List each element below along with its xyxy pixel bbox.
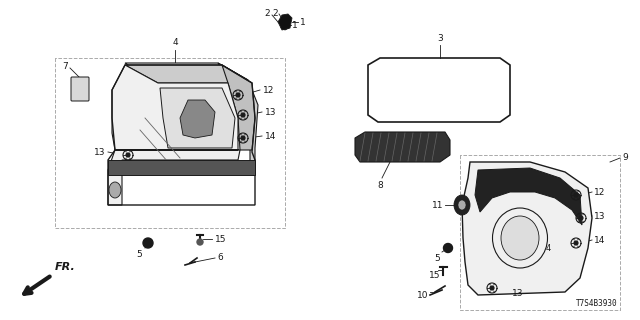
Text: 6: 6 bbox=[217, 252, 223, 261]
Text: 13: 13 bbox=[93, 148, 105, 156]
Polygon shape bbox=[180, 100, 215, 138]
Ellipse shape bbox=[454, 195, 470, 215]
Polygon shape bbox=[125, 65, 252, 83]
Circle shape bbox=[579, 216, 583, 220]
Text: 9: 9 bbox=[622, 153, 628, 162]
Text: 14: 14 bbox=[265, 132, 276, 140]
Text: FR.: FR. bbox=[55, 262, 76, 272]
Text: 10: 10 bbox=[417, 291, 428, 300]
Circle shape bbox=[574, 241, 578, 245]
Circle shape bbox=[241, 113, 245, 117]
Circle shape bbox=[143, 238, 153, 248]
Text: 15: 15 bbox=[215, 235, 227, 244]
Text: 15: 15 bbox=[429, 270, 440, 279]
Circle shape bbox=[490, 286, 494, 290]
Ellipse shape bbox=[493, 208, 547, 268]
Text: 13: 13 bbox=[265, 108, 276, 116]
Text: T7S4B3930: T7S4B3930 bbox=[577, 299, 618, 308]
Ellipse shape bbox=[458, 200, 466, 210]
Ellipse shape bbox=[501, 216, 539, 260]
Circle shape bbox=[236, 93, 240, 97]
FancyBboxPatch shape bbox=[71, 77, 89, 101]
Text: 13: 13 bbox=[512, 289, 524, 298]
Text: 4: 4 bbox=[172, 38, 178, 47]
Circle shape bbox=[197, 239, 203, 245]
Text: 7: 7 bbox=[62, 61, 68, 70]
Circle shape bbox=[444, 244, 452, 252]
Text: 2: 2 bbox=[273, 9, 278, 18]
Circle shape bbox=[126, 153, 130, 157]
Text: 4: 4 bbox=[545, 244, 550, 252]
Text: 1: 1 bbox=[300, 18, 306, 27]
Ellipse shape bbox=[109, 182, 121, 198]
Text: 12: 12 bbox=[594, 188, 605, 196]
Text: 2: 2 bbox=[264, 9, 270, 18]
Polygon shape bbox=[222, 65, 255, 150]
Polygon shape bbox=[218, 63, 258, 163]
Polygon shape bbox=[355, 132, 450, 162]
Text: 3: 3 bbox=[437, 34, 443, 43]
Polygon shape bbox=[108, 65, 240, 205]
Text: 5: 5 bbox=[435, 254, 440, 263]
Text: 13: 13 bbox=[594, 212, 605, 220]
Text: 8: 8 bbox=[377, 181, 383, 190]
Text: 14: 14 bbox=[594, 236, 605, 244]
Polygon shape bbox=[108, 160, 255, 175]
Polygon shape bbox=[278, 14, 292, 30]
Circle shape bbox=[241, 136, 245, 140]
Polygon shape bbox=[160, 88, 235, 148]
Text: 12: 12 bbox=[263, 85, 275, 94]
Polygon shape bbox=[462, 162, 592, 295]
Text: 1: 1 bbox=[292, 20, 298, 29]
Polygon shape bbox=[475, 168, 582, 225]
Text: 11: 11 bbox=[431, 201, 443, 210]
Text: 5: 5 bbox=[136, 250, 142, 259]
Polygon shape bbox=[125, 63, 248, 80]
Circle shape bbox=[574, 193, 578, 197]
Polygon shape bbox=[281, 22, 289, 30]
